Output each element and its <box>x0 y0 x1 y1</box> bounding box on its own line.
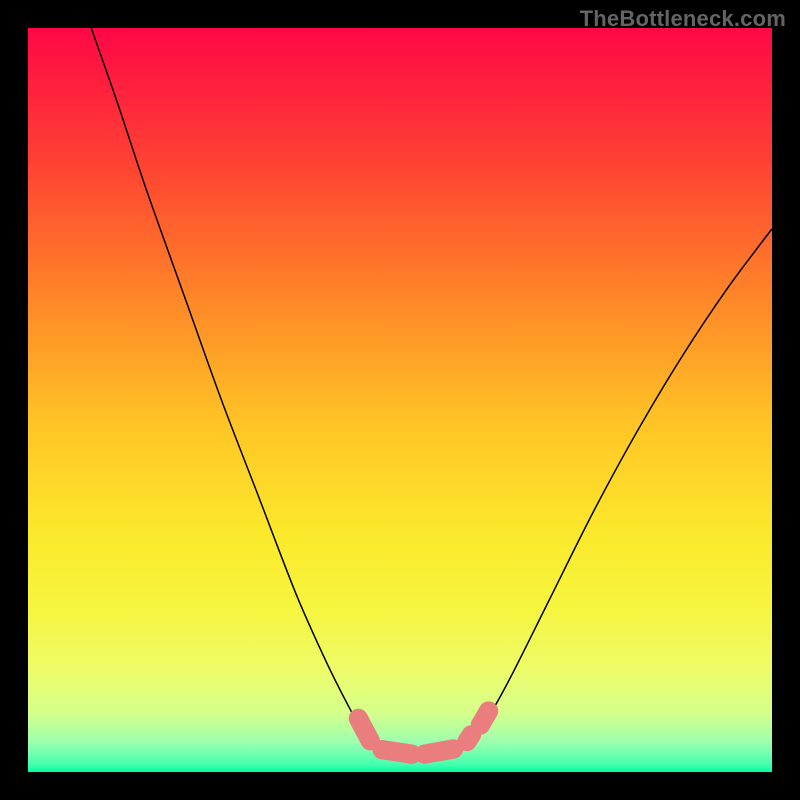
watermark-label: TheBottleneck.com <box>580 6 786 32</box>
chart-background <box>28 28 772 772</box>
trough-marker <box>467 735 471 742</box>
trough-marker <box>425 749 454 754</box>
bottleneck-chart <box>28 28 772 772</box>
chart-area <box>28 28 772 772</box>
trough-marker <box>358 718 370 740</box>
trough-marker <box>382 750 412 754</box>
trough-marker <box>480 711 488 725</box>
